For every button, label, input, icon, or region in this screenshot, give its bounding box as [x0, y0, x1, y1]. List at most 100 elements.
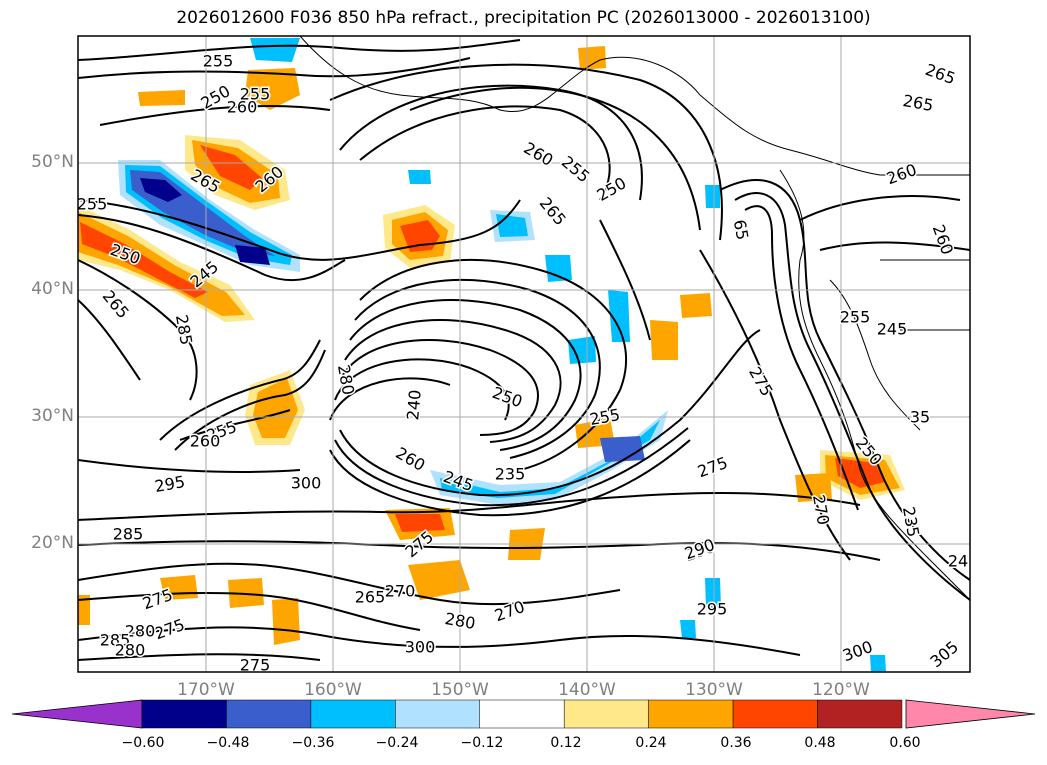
contour-label: 300: [405, 638, 436, 657]
contour-line: [78, 591, 421, 631]
contour-line: [409, 86, 701, 231]
contour-line: [599, 219, 651, 341]
colorbar-tick-label: 0.48: [804, 735, 836, 751]
lon-label-170w: 170°W: [177, 680, 235, 700]
contour-label: 24: [948, 552, 968, 571]
colorbar-extend-max: [905, 699, 1036, 729]
contour-label: 275: [240, 656, 271, 675]
precip-patch: [200, 145, 262, 190]
precip-patch: [80, 222, 208, 298]
colorbar-segment: [648, 699, 734, 729]
precip-patch: [235, 245, 270, 265]
coastline-path: [779, 169, 970, 601]
contour-line: [78, 199, 521, 261]
contour-label: 255: [240, 85, 271, 104]
precip-patch: [568, 336, 596, 364]
precip-patch: [650, 320, 678, 360]
contour-line: [159, 339, 321, 441]
contour-label: 300: [291, 474, 322, 493]
precipitation-shading: [78, 38, 905, 672]
contour-label: 255: [77, 195, 108, 214]
precip-patch: [870, 655, 886, 672]
colorbar-tick-label: −0.60: [121, 735, 165, 751]
contour-label: 265: [923, 60, 958, 88]
precip-patch: [705, 185, 720, 208]
contour-label: 35: [910, 408, 930, 427]
precip-patch: [408, 170, 431, 184]
contour-line: [819, 241, 970, 251]
lon-label-140w: 140°W: [558, 680, 616, 700]
colorbar-tick-label: −0.24: [375, 735, 419, 751]
contour-label: 235: [495, 465, 526, 484]
refractivity-contours: [78, 39, 970, 661]
contour-line: [329, 63, 723, 241]
contour-line: [334, 427, 689, 507]
contour-label: 280: [115, 641, 146, 660]
colorbar-tick-label: 0.60: [889, 735, 921, 751]
lat-label-50n: 50°N: [31, 152, 74, 172]
contour-label: 295: [697, 600, 728, 619]
colorbar-segment: [141, 699, 227, 729]
contour-line: [744, 205, 859, 511]
precip-patch: [395, 514, 445, 532]
contour-line: [339, 329, 761, 497]
colorbar-segment: [395, 699, 481, 729]
contour-line: [354, 279, 601, 459]
colorbar-tick-label: 0.36: [720, 735, 752, 751]
contour-line: [734, 192, 970, 601]
contour-line: [78, 562, 621, 606]
precip-patch: [253, 378, 298, 438]
coastline-path: [880, 259, 970, 331]
colorbar-tick-label: −0.48: [206, 735, 250, 751]
precip-patch: [578, 46, 606, 70]
colorbar-extend-min: [11, 699, 143, 729]
colorbar-tick-label: −0.36: [291, 735, 335, 751]
colorbar-segment: [563, 699, 649, 729]
coastline-path: [829, 279, 921, 431]
colorbar-segment: [479, 699, 565, 729]
contour-line: [344, 319, 562, 443]
contour-label: 285: [100, 631, 131, 650]
colorbar-tick-label: 0.12: [550, 735, 582, 751]
contour-line: [719, 179, 970, 581]
coastline-path: [299, 36, 970, 176]
map-frame: [77, 35, 971, 673]
lon-label-150w: 150°W: [431, 680, 489, 700]
contour-line: [179, 409, 291, 441]
contour-label: 245: [877, 320, 908, 339]
contour-label: 285: [113, 525, 144, 544]
contour-line: [339, 339, 539, 436]
contour-label: 65: [730, 218, 752, 241]
contour-label: 240: [403, 389, 425, 421]
precip-patch: [78, 595, 90, 625]
colorbar: [11, 699, 1036, 729]
contour-line: [329, 439, 691, 517]
contour-line: [78, 214, 346, 281]
contour-label: 260: [190, 432, 221, 451]
contour-line: [799, 195, 961, 221]
precip-patch: [140, 178, 182, 202]
colorbar-segment: [310, 699, 396, 729]
contour-line: [78, 492, 861, 521]
precip-patch: [608, 290, 630, 342]
contour-line: [334, 358, 510, 421]
colorbar-segment: [732, 699, 818, 729]
colorbar-segment: [226, 699, 312, 729]
precip-patch: [245, 68, 300, 110]
contour-label: 255: [840, 308, 871, 327]
contour-line: [699, 249, 851, 561]
colorbar-tick-label: 0.24: [635, 735, 667, 751]
contour-line: [78, 540, 881, 561]
contour-label: 255: [203, 52, 234, 71]
precip-patch: [705, 578, 721, 608]
precip-patch: [250, 38, 300, 62]
precip-patch: [408, 560, 470, 600]
contour-label: 270: [385, 582, 416, 601]
colorbar-tick-label: −0.12: [460, 735, 504, 751]
contour-label: 265: [355, 588, 386, 607]
contour-line: [78, 57, 471, 79]
contour-line: [359, 105, 611, 201]
graticule: [78, 36, 970, 672]
lat-label-30n: 30°N: [31, 406, 74, 426]
